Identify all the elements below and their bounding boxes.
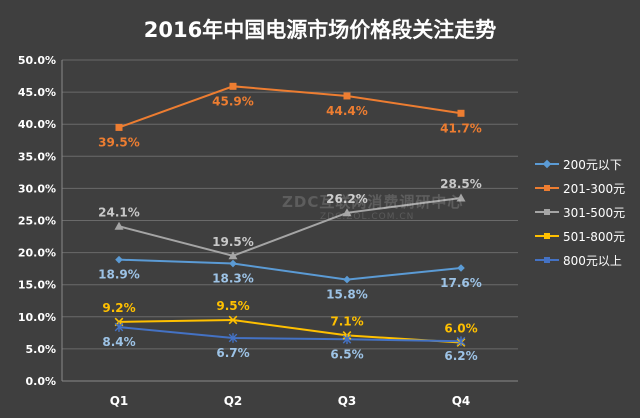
data-label: 6.0% bbox=[444, 321, 477, 335]
y-tick-label: 25.0% bbox=[18, 215, 56, 228]
data-label: 44.4% bbox=[326, 104, 368, 118]
data-label: 6.2% bbox=[444, 349, 477, 363]
data-label: 8.4% bbox=[102, 335, 135, 349]
data-point bbox=[114, 322, 124, 332]
data-label: 18.3% bbox=[212, 272, 254, 286]
data-point bbox=[229, 82, 237, 90]
data-point bbox=[342, 334, 352, 345]
legend-swatch bbox=[535, 159, 559, 169]
data-label: 9.2% bbox=[102, 301, 135, 315]
chart-title: 2016年中国电源市场价格段关注走势 bbox=[143, 18, 497, 42]
data-label: 6.7% bbox=[216, 346, 249, 360]
data-point bbox=[114, 221, 124, 230]
y-tick-label: 5.0% bbox=[25, 343, 56, 356]
data-point bbox=[115, 123, 123, 131]
y-tick-label: 30.0% bbox=[18, 182, 56, 195]
x-tick-label: Q3 bbox=[338, 394, 357, 408]
data-label: 24.1% bbox=[98, 205, 140, 219]
data-point bbox=[457, 109, 465, 117]
series-line bbox=[118, 197, 462, 257]
legend-label: 501-800元 bbox=[563, 230, 626, 244]
series-line bbox=[118, 319, 462, 344]
data-point bbox=[228, 315, 238, 325]
data-label: 19.5% bbox=[212, 235, 254, 249]
data-label: 6.5% bbox=[330, 347, 363, 361]
data-point bbox=[228, 251, 238, 260]
y-tick-label: 20.0% bbox=[18, 247, 56, 260]
legend-label: 201-300元 bbox=[563, 182, 626, 196]
data-label: 15.8% bbox=[326, 288, 368, 302]
series-line bbox=[118, 326, 462, 343]
data-label: 45.9% bbox=[212, 94, 254, 108]
data-label: 17.6% bbox=[440, 276, 482, 290]
y-tick-label: 50.0% bbox=[18, 54, 56, 67]
legend-label: 200元以下 bbox=[563, 158, 622, 172]
watermark: ZDC互联网消费调研中心 bbox=[282, 193, 464, 211]
data-label: 18.9% bbox=[98, 268, 140, 282]
data-point bbox=[343, 92, 351, 100]
legend-swatch bbox=[535, 257, 559, 263]
data-label: 26.2% bbox=[326, 192, 368, 206]
x-tick-label: Q4 bbox=[452, 394, 471, 408]
data-label: 7.1% bbox=[330, 314, 363, 328]
data-point bbox=[342, 208, 352, 217]
data-point bbox=[115, 255, 123, 264]
data-point bbox=[456, 193, 466, 202]
legend-label: 301-500元 bbox=[563, 206, 626, 220]
data-point bbox=[343, 275, 351, 284]
series-line bbox=[118, 85, 462, 129]
y-tick-label: 45.0% bbox=[18, 86, 56, 99]
data-label: 28.5% bbox=[440, 177, 482, 191]
y-tick-label: 15.0% bbox=[18, 279, 56, 292]
data-label: 9.5% bbox=[216, 299, 249, 313]
data-point bbox=[228, 333, 238, 343]
data-label: 41.7% bbox=[440, 121, 482, 135]
y-tick-label: 0.0% bbox=[25, 375, 56, 388]
x-tick-label: Q2 bbox=[224, 394, 243, 408]
data-point bbox=[229, 259, 237, 268]
watermark-sub: ZDC.ZOL.COM.CN bbox=[320, 212, 415, 222]
x-tick-label: Q1 bbox=[110, 394, 129, 408]
legend-swatch bbox=[535, 185, 559, 191]
data-label: 39.5% bbox=[98, 135, 140, 149]
data-point bbox=[457, 264, 465, 272]
legend-label: 800元以上 bbox=[563, 254, 622, 268]
data-point bbox=[456, 336, 466, 346]
y-tick-label: 35.0% bbox=[18, 150, 56, 163]
series-line bbox=[118, 258, 462, 281]
y-tick-label: 40.0% bbox=[18, 118, 56, 131]
legend-swatch bbox=[535, 233, 559, 239]
y-tick-label: 10.0% bbox=[18, 311, 56, 324]
legend-swatch bbox=[535, 209, 559, 215]
